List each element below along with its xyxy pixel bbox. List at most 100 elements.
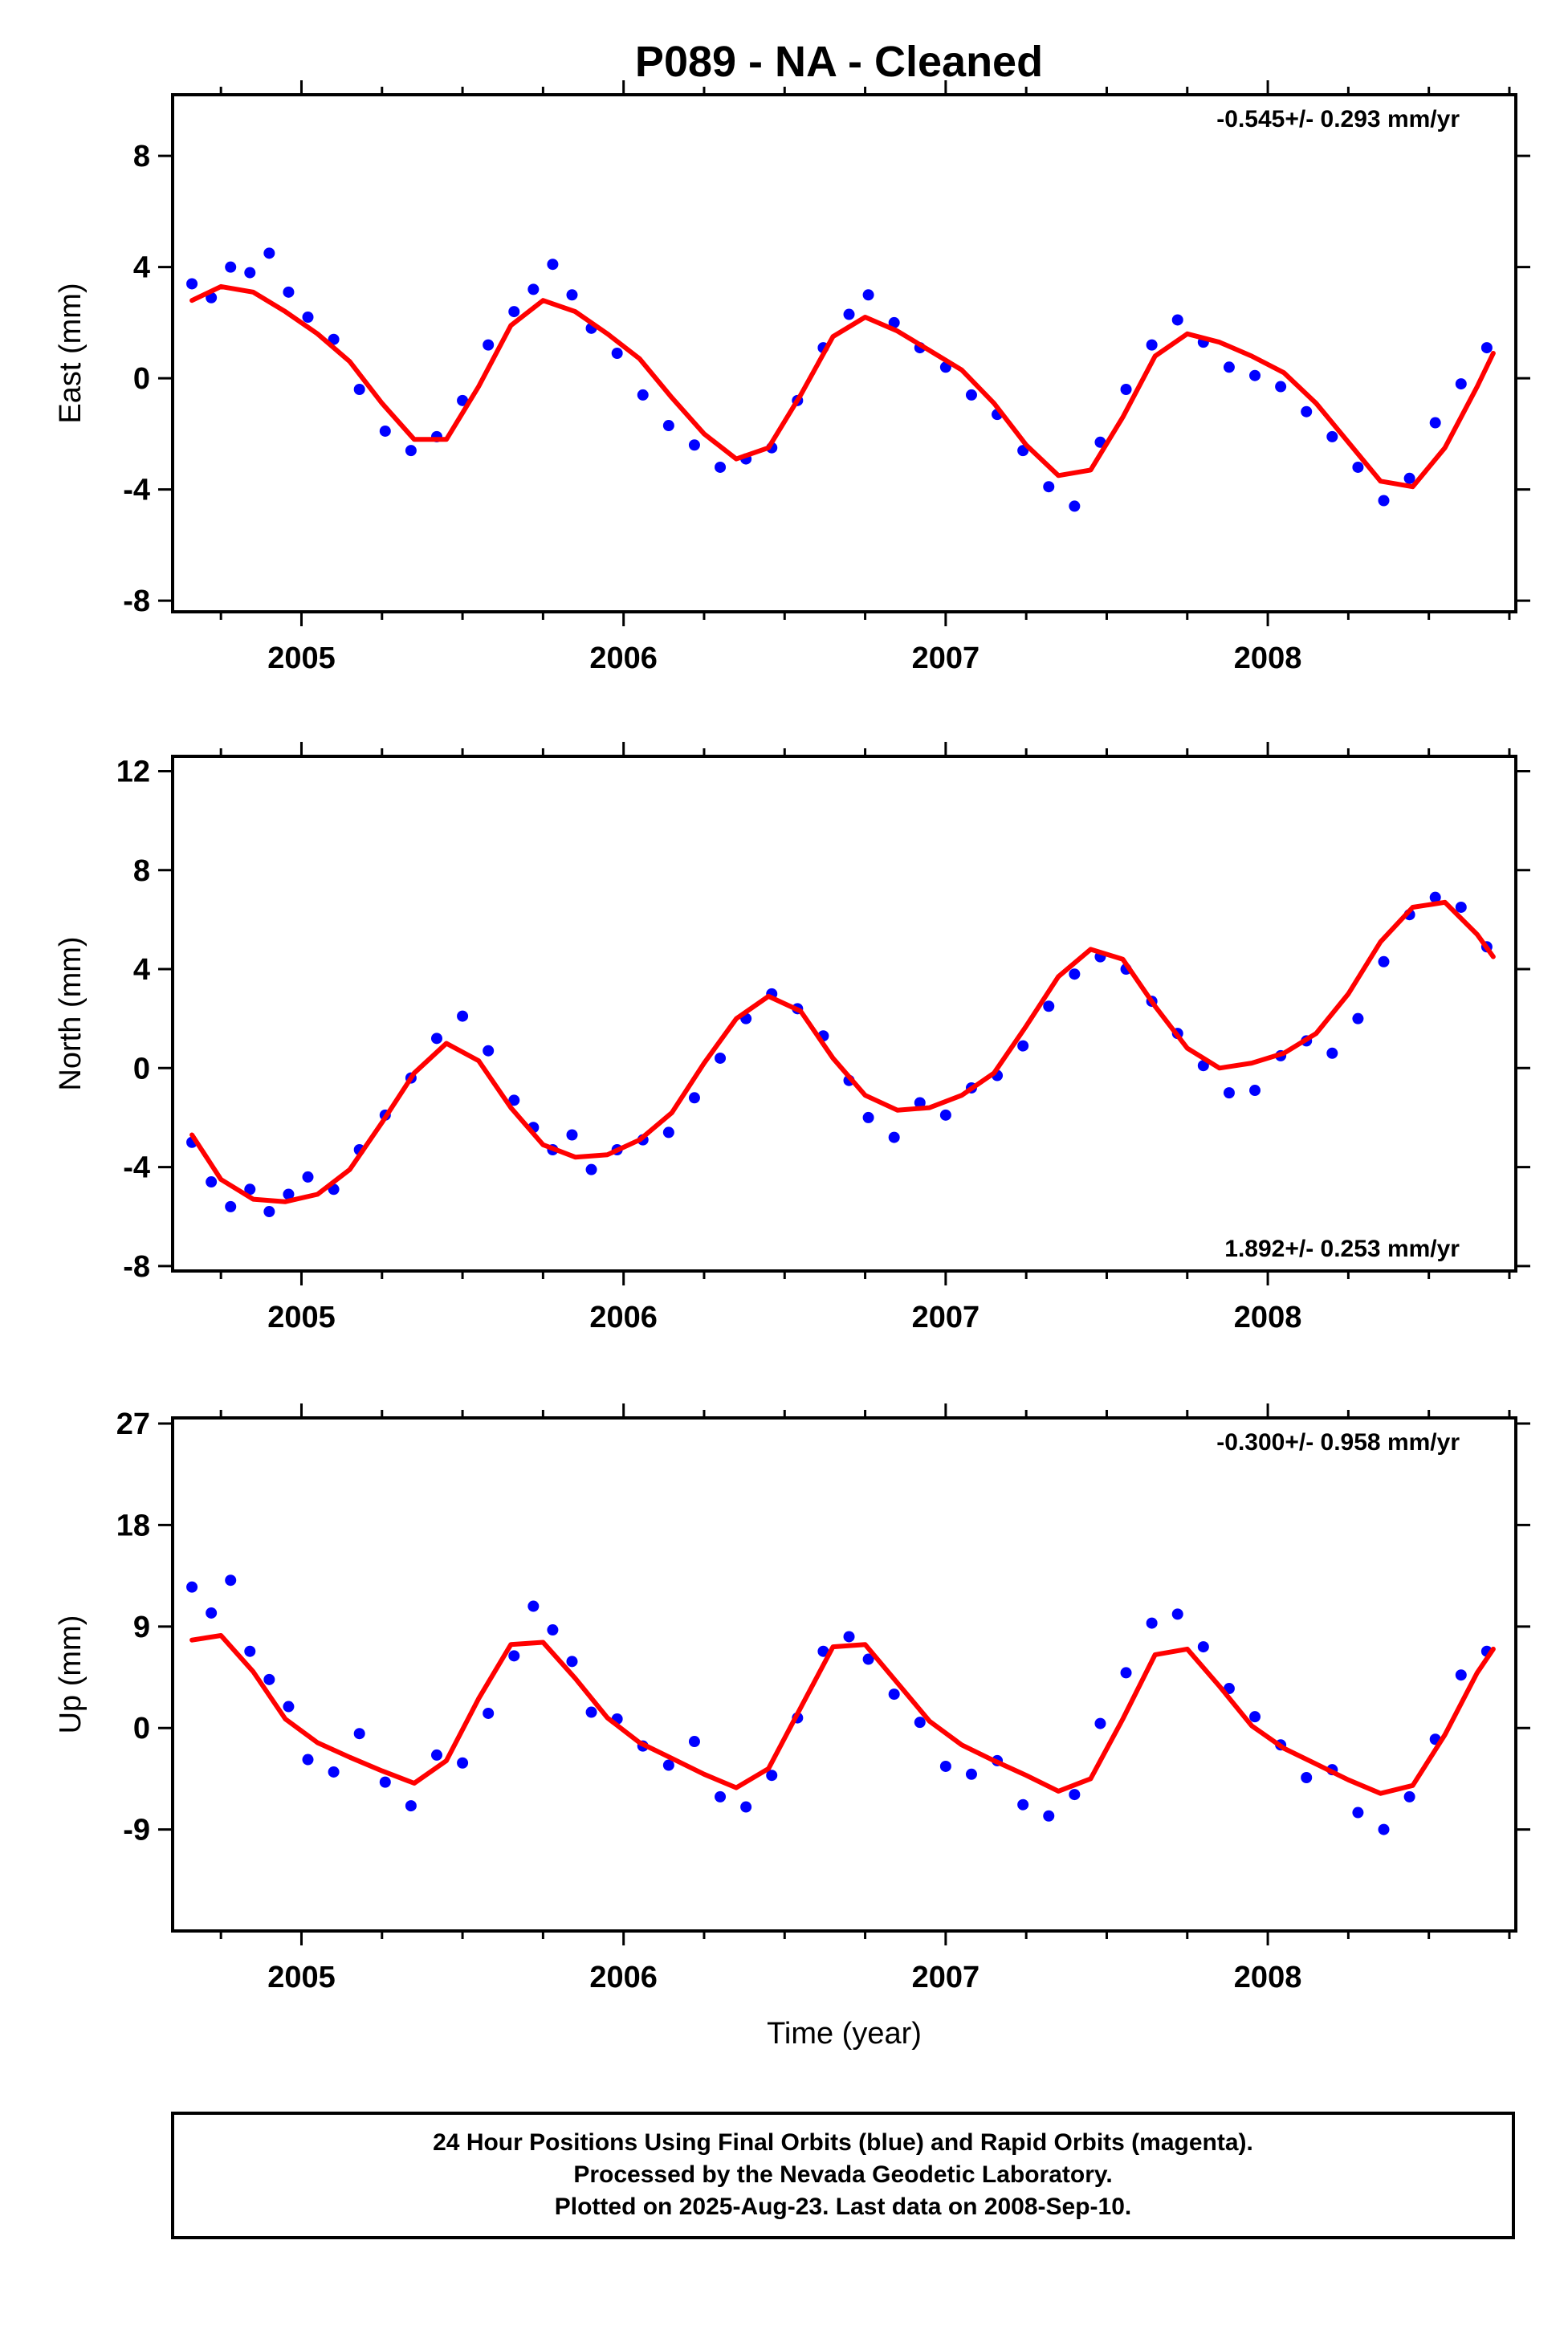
up-y-tick-label: 0: [133, 1712, 150, 1745]
up-fit-line: [189, 1633, 1496, 1796]
north-data-point: [1223, 1087, 1235, 1099]
up-data-point: [283, 1701, 295, 1713]
north-data-point: [483, 1045, 495, 1057]
east-data-point: [353, 384, 365, 396]
north-fit-line: [189, 899, 1496, 1204]
north-data-point: [302, 1171, 314, 1183]
up-data-point: [1120, 1667, 1132, 1679]
north-data-point: [1069, 968, 1081, 980]
up-data-point: [585, 1706, 597, 1718]
up-data-point: [888, 1688, 900, 1701]
east-data-point: [225, 261, 237, 273]
east-y-tick-label: -8: [123, 585, 150, 618]
up-data-point: [1094, 1717, 1106, 1729]
east-data-point: [1146, 339, 1158, 351]
east-data-point: [862, 289, 874, 301]
east-data-point: [1403, 472, 1415, 484]
east-y-tick-label: 8: [133, 140, 150, 173]
north-data-point: [1352, 1012, 1364, 1024]
chart-title: P089 - NA - Cleaned: [635, 38, 1043, 86]
up-data-point: [186, 1581, 198, 1593]
up-y-tick-label: 9: [133, 1611, 150, 1644]
up-data-point: [206, 1607, 218, 1619]
east-data-point: [508, 306, 520, 318]
north-y-tick-label: -8: [123, 1250, 150, 1284]
east-data-point: [843, 308, 855, 320]
up-x-tick-label: 2007: [912, 1961, 980, 1994]
footer-line-2: Processed by the Nevada Geodetic Laborat…: [573, 2161, 1112, 2188]
up-data-point: [1455, 1669, 1467, 1681]
east-data-point: [1429, 417, 1441, 429]
up-data-point: [740, 1801, 752, 1813]
north-x-tick-label: 2005: [267, 1301, 336, 1334]
north-data-point: [1043, 1000, 1055, 1012]
up-data-point: [328, 1766, 340, 1778]
east-y-tick-label: 0: [133, 362, 150, 396]
east-data-point: [302, 311, 314, 323]
east-data-point: [1223, 361, 1235, 373]
east-data-point: [662, 420, 674, 432]
up-data-point: [379, 1776, 391, 1788]
east-data-point: [1326, 430, 1338, 442]
up-data-point: [862, 1653, 874, 1665]
east-data-point: [1043, 481, 1055, 493]
east-data-point: [688, 439, 700, 451]
east-y-axis-label: East (mm): [54, 283, 88, 423]
footer-line-3: Plotted on 2025-Aug-23. Last data on 200…: [555, 2194, 1132, 2220]
north-data-point: [1378, 955, 1390, 967]
north-data-point: [662, 1126, 674, 1139]
north-data-point: [688, 1092, 700, 1104]
up-data-point: [566, 1656, 578, 1668]
up-x-tick-label: 2008: [1234, 1961, 1302, 1994]
footer-line-1: 24 Hour Positions Using Final Orbits (bl…: [433, 2129, 1253, 2156]
east-fit-line: [189, 283, 1496, 490]
east-x-tick-label: 2005: [267, 642, 336, 675]
north-panel: 2005 2006 2007 2008 -8 -4 0 4 8 12 North (mm) 1.892…: [54, 742, 1530, 1334]
east-data-point: [566, 289, 578, 301]
north-data-point: [206, 1176, 218, 1188]
north-data-point: [566, 1129, 578, 1141]
east-panel: 2005 2006 2007 2008 -8 -4 0 4 8 East (mm) -0.545+/…: [54, 80, 1530, 675]
up-x-axis-label: Time (year): [767, 2017, 922, 2051]
east-data-point: [1249, 369, 1261, 381]
up-data-point: [547, 1624, 559, 1636]
north-data-point: [1455, 901, 1467, 913]
east-data-point: [1301, 405, 1313, 418]
east-data-point: [965, 389, 977, 401]
footer-box: 24 Hour Positions Using Final Orbits (bl…: [171, 2112, 1515, 2239]
up-data-point: [263, 1673, 275, 1685]
east-plot-area: [186, 247, 1496, 512]
up-data-point: [939, 1760, 951, 1772]
north-x-tick-label: 2008: [1234, 1301, 1302, 1334]
north-data-point: [888, 1131, 900, 1143]
up-data-point: [244, 1645, 256, 1657]
up-y-tick-label: 18: [116, 1509, 150, 1542]
north-y-axis-label: North (mm): [54, 936, 88, 1090]
up-data-point: [1146, 1617, 1158, 1629]
east-data-point: [1069, 500, 1081, 512]
east-data-point: [1455, 378, 1467, 390]
up-data-point: [1352, 1807, 1364, 1819]
east-data-point: [547, 259, 559, 271]
up-data-point: [965, 1768, 977, 1780]
up-data-point: [302, 1754, 314, 1766]
east-x-tick-label: 2008: [1234, 642, 1302, 675]
east-x-tick-label: 2006: [589, 642, 658, 675]
east-data-point: [263, 247, 275, 259]
footer-frame: [171, 2112, 1515, 2239]
north-y-tick-label: 0: [133, 1052, 150, 1086]
east-data-point: [637, 389, 649, 401]
north-plot-frame: [171, 755, 1517, 1273]
north-y-tick-label: 4: [133, 953, 150, 987]
north-data-point: [430, 1033, 442, 1045]
up-data-point: [715, 1790, 727, 1802]
up-data-point: [1017, 1798, 1029, 1811]
up-data-point: [430, 1749, 442, 1761]
east-data-point: [888, 316, 900, 328]
up-plot-area: [186, 1574, 1496, 1835]
east-data-point: [1480, 342, 1493, 354]
east-data-point: [186, 278, 198, 290]
north-data-point: [283, 1188, 295, 1200]
north-data-point: [715, 1052, 727, 1064]
